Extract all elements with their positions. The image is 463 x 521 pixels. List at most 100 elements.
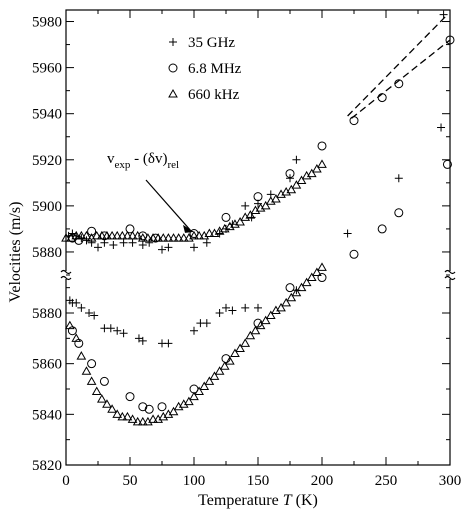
- point-upper: [260, 200, 271, 210]
- point-upper: [377, 224, 387, 234]
- y-tick-label: 5940: [32, 107, 62, 123]
- point-upper: [245, 210, 256, 219]
- y-tick-label: 5880: [32, 245, 62, 261]
- point-lower: [132, 416, 143, 426]
- y-tick-label: 5840: [32, 407, 62, 423]
- point-lower: [296, 282, 307, 292]
- series-660-khz: [61, 159, 327, 426]
- point-upper: [202, 238, 211, 247]
- series-6-8-mhz: [67, 35, 455, 414]
- point-lower: [122, 411, 133, 421]
- point-upper: [317, 141, 327, 151]
- point-upper: [442, 159, 452, 169]
- point-lower: [112, 409, 123, 418]
- y-tick-label: 5860: [32, 357, 62, 373]
- point-lower: [144, 404, 154, 414]
- legend: 35 GHz 6.8 MHz 660 kHz: [168, 35, 242, 103]
- point-upper: [168, 233, 179, 242]
- point-upper: [96, 230, 107, 240]
- point-upper: [102, 230, 112, 240]
- point-upper: [151, 233, 161, 243]
- point-lower: [240, 338, 251, 347]
- point-upper: [81, 230, 92, 240]
- point-lower: [281, 297, 292, 307]
- point-lower: [71, 333, 82, 342]
- point-upper: [394, 208, 404, 218]
- point-upper: [221, 212, 231, 222]
- point-upper: [312, 163, 322, 173]
- annotation-arrow-head: [183, 224, 194, 233]
- point-lower: [76, 351, 87, 360]
- point-upper: [241, 201, 250, 210]
- point-upper: [445, 35, 455, 45]
- point-lower: [222, 303, 230, 312]
- y-tick-label: 5980: [32, 15, 62, 31]
- point-upper: [394, 79, 404, 89]
- plot-border: [65, 9, 451, 466]
- point-lower: [254, 303, 262, 312]
- point-upper: [61, 233, 71, 242]
- point-lower: [117, 411, 128, 421]
- axis-ticks: [65, 10, 451, 466]
- point-lower: [301, 277, 312, 287]
- point-lower: [219, 361, 230, 370]
- point-upper: [394, 174, 403, 183]
- point-lower: [127, 414, 138, 423]
- point-upper: [296, 175, 307, 185]
- point-upper: [87, 226, 97, 236]
- point-upper: [91, 230, 102, 240]
- point-upper: [286, 184, 297, 194]
- point-lower: [184, 396, 194, 406]
- point-lower: [306, 272, 317, 282]
- point-lower: [67, 326, 77, 336]
- y-tick-label: 5900: [32, 199, 62, 215]
- point-lower: [285, 283, 295, 293]
- point-lower: [86, 376, 97, 385]
- point-lower: [148, 414, 158, 423]
- annotation-arrow-shaft: [145, 179, 191, 231]
- point-lower: [157, 402, 167, 412]
- point-upper: [235, 216, 245, 226]
- point-lower: [64, 320, 75, 330]
- point-upper: [127, 230, 138, 240]
- point-lower: [138, 336, 147, 345]
- series-35-ghz: [64, 10, 448, 348]
- point-lower: [189, 391, 199, 401]
- point-lower: [214, 366, 225, 375]
- point-upper: [173, 233, 184, 242]
- point-upper: [143, 233, 153, 242]
- point-lower: [90, 311, 99, 320]
- point-upper: [107, 230, 117, 240]
- point-upper: [77, 234, 86, 243]
- point-lower: [250, 325, 261, 335]
- x-tick-label: 200: [311, 473, 334, 489]
- point-lower: [255, 320, 266, 330]
- point-upper: [128, 238, 137, 247]
- point-lower: [209, 371, 220, 380]
- point-upper: [112, 230, 123, 240]
- point-upper: [343, 229, 352, 238]
- point-upper: [99, 231, 109, 241]
- point-upper: [437, 123, 446, 132]
- point-upper: [71, 230, 82, 240]
- point-lower: [125, 392, 135, 402]
- legend-marker: [169, 38, 177, 46]
- point-lower: [96, 394, 107, 403]
- point-lower: [230, 348, 240, 358]
- point-upper: [163, 233, 174, 242]
- point-upper: [109, 241, 118, 250]
- point-upper: [158, 233, 169, 242]
- x-tick-label: 0: [62, 473, 70, 489]
- x-tick-label: 100: [183, 473, 206, 489]
- point-lower: [102, 399, 112, 408]
- legend-label: 35 GHz: [188, 35, 235, 51]
- legend-marker: [168, 63, 178, 73]
- axis-break-mark: [444, 269, 456, 275]
- point-upper: [125, 224, 135, 234]
- y-tick-label: 5920: [32, 153, 62, 169]
- tick-labels: 0 50 100 150 200 250 300 5880 5900 5920 5940 5960 59…: [32, 15, 461, 489]
- point-lower: [138, 402, 148, 412]
- point-upper: [122, 230, 133, 240]
- x-axis-title: Temperature T (K): [198, 492, 318, 509]
